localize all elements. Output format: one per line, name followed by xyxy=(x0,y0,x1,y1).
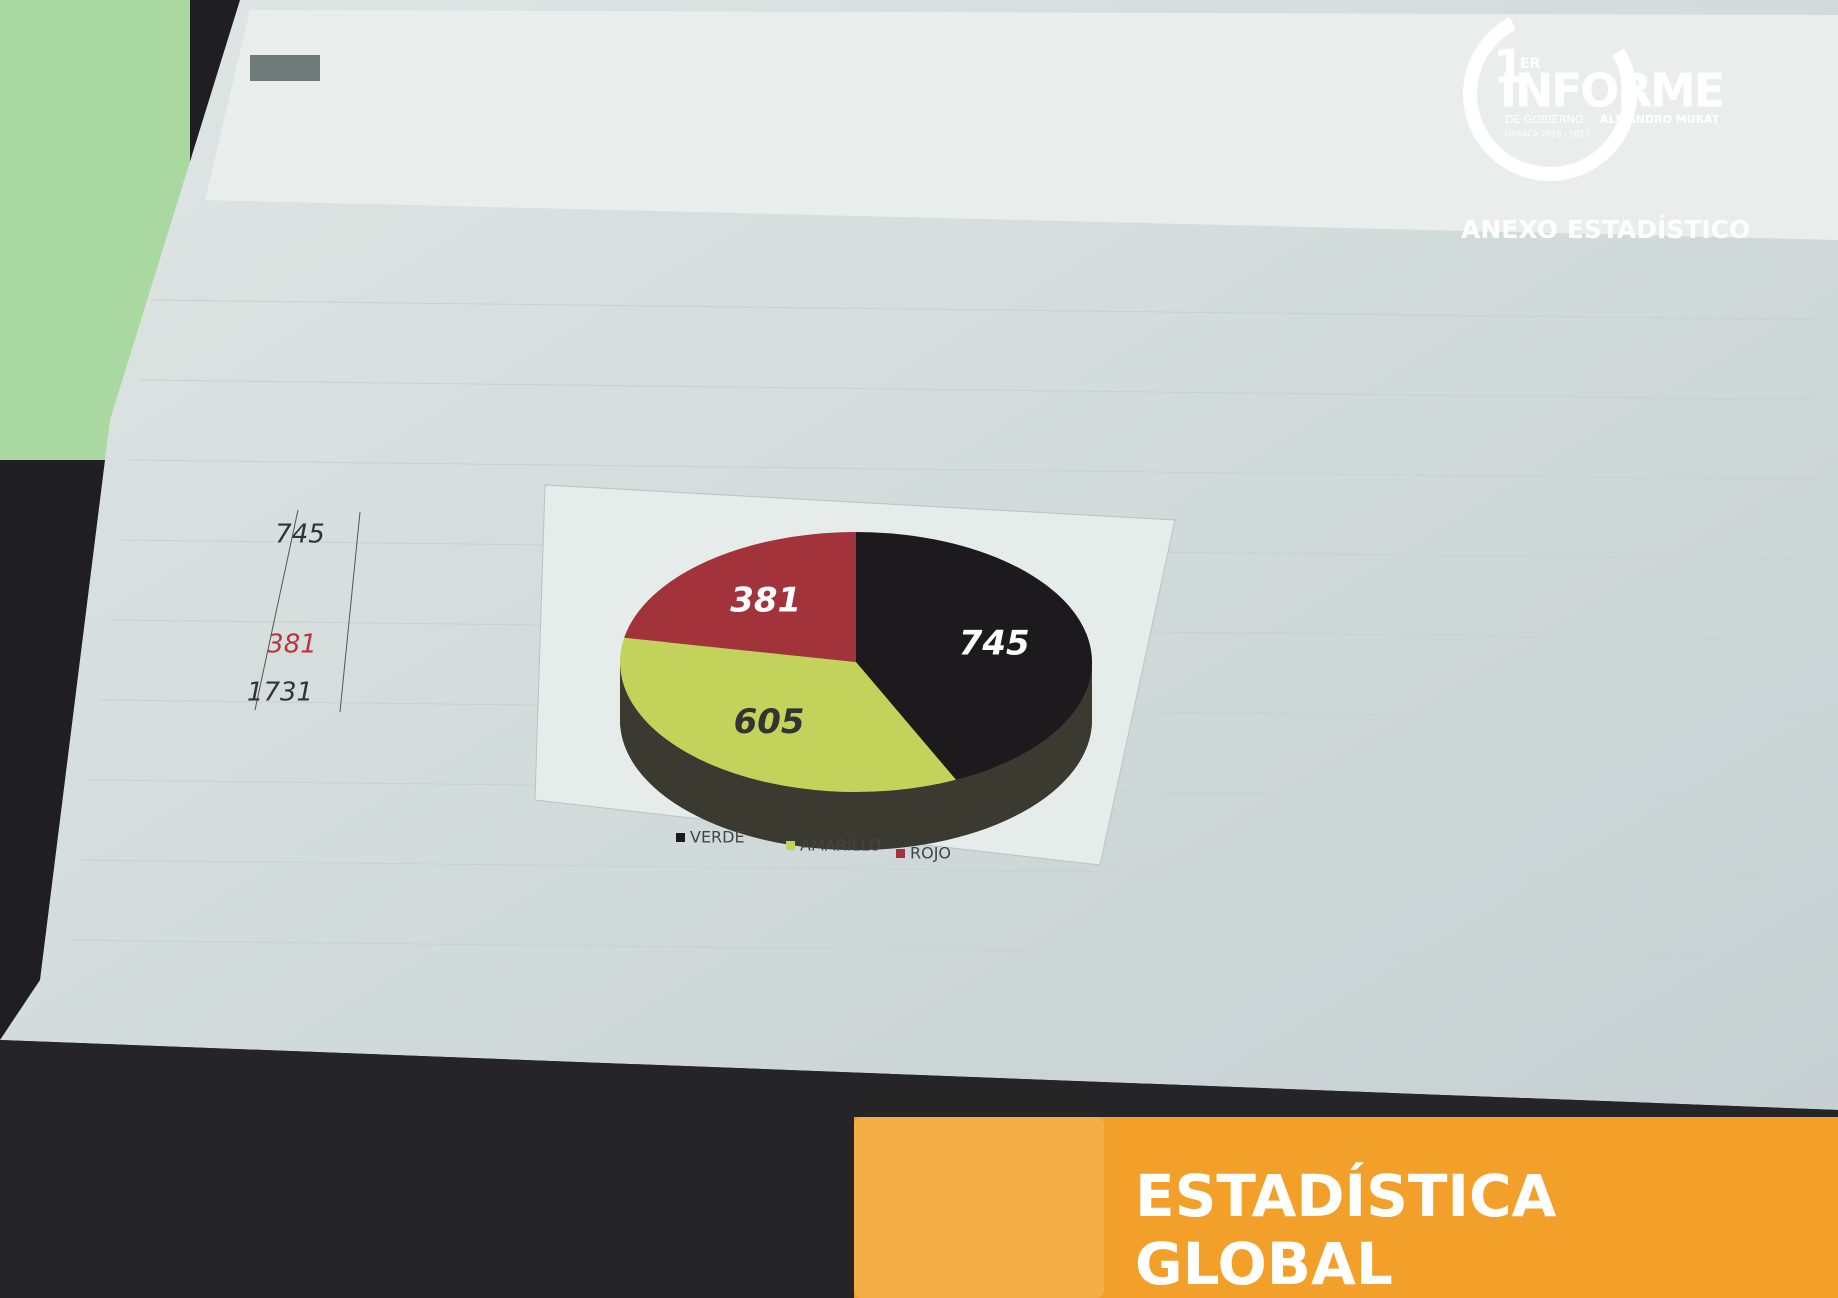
data-label: 605 xyxy=(734,702,805,742)
table-value: 381 xyxy=(267,630,317,660)
legend-swatch xyxy=(676,833,685,842)
cover: 7453811731 745605381VERDEAMARILLOROJO 1 … xyxy=(0,0,1838,1298)
banner-block xyxy=(854,1117,1104,1298)
legend-label: VERDE xyxy=(690,828,745,847)
logo-line3: OAXACA 2016 - 2017 xyxy=(1505,130,1590,139)
ribbon xyxy=(205,10,1838,240)
subtitle: ANEXO ESTADÍSTICO xyxy=(1461,215,1750,244)
table-value: 1731 xyxy=(247,678,313,708)
legend-label: ROJO xyxy=(910,844,951,863)
legend-swatch xyxy=(896,849,905,858)
legend-swatch xyxy=(786,841,795,850)
page: 7453811731 745605381VERDEAMARILLOROJO 1 … xyxy=(0,0,1838,1298)
logo-line2: ALEJANDRO MURAT xyxy=(1600,113,1720,126)
banner-title: GLOBAL xyxy=(1135,1230,1393,1298)
legend-label: AMARILLO xyxy=(800,836,881,855)
logo-line1: DE GOBIERNO xyxy=(1505,113,1584,126)
data-label: 745 xyxy=(959,624,1030,664)
table-value: 745 xyxy=(275,520,325,550)
file-tab xyxy=(250,55,320,81)
data-label: 381 xyxy=(730,580,801,620)
banner-title: ESTADÍSTICA xyxy=(1135,1161,1557,1230)
logo-title: INFORME xyxy=(1500,64,1725,118)
